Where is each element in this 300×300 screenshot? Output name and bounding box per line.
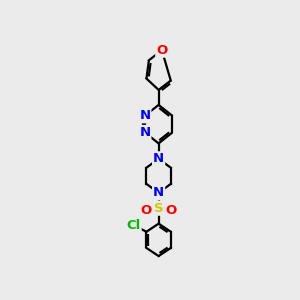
Text: O: O xyxy=(165,204,176,217)
Text: N: N xyxy=(139,109,150,122)
Text: O: O xyxy=(156,44,167,57)
Text: N: N xyxy=(153,186,164,199)
Text: N: N xyxy=(139,126,150,139)
Text: S: S xyxy=(154,202,164,215)
Text: O: O xyxy=(141,204,152,217)
Text: Cl: Cl xyxy=(126,219,141,232)
Text: N: N xyxy=(153,152,164,165)
